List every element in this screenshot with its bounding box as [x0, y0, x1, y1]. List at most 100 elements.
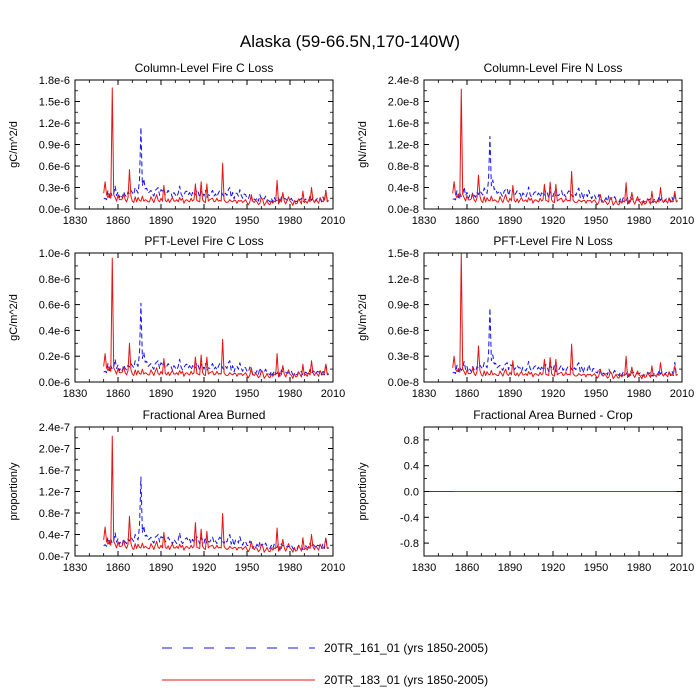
y-tick-label: 0.0e-8 — [388, 204, 419, 216]
series-line-161 — [103, 302, 330, 377]
y-tick-label: 0.4e-6 — [39, 325, 70, 337]
plot-frame — [423, 79, 683, 210]
x-tick-label: 1980 — [627, 388, 651, 400]
x-tick-label: 1950 — [235, 562, 259, 574]
y-tick-label: 1.0e-6 — [39, 248, 70, 260]
y-tick-label: 2.0e-8 — [388, 97, 419, 109]
chart-panel-4: PFT-Level Fire N Loss 1830 1860 1890 1920 195… — [357, 234, 694, 400]
plot-frame — [74, 79, 334, 210]
y-tick-label: 2.4e-7 — [39, 422, 70, 434]
x-tick-label: 1890 — [498, 562, 522, 574]
panel-title: Fractional Area Burned — [143, 408, 266, 422]
y-tick-label: 1.6e-8 — [388, 118, 419, 130]
y-tick-label: 1.6e-7 — [39, 465, 70, 477]
x-tick-label: 1950 — [584, 388, 608, 400]
panel-title: Column-Level Fire C Loss — [135, 61, 274, 75]
y-axis-label: gC/m^2/d — [8, 121, 20, 168]
x-tick-label: 1950 — [235, 388, 259, 400]
legend-label-183: 20TR_183_01 (yrs 1850-2005) — [324, 673, 488, 687]
x-tick-label: 2010 — [670, 562, 694, 574]
y-tick-label: 1.2e-8 — [388, 140, 419, 152]
x-tick-label: 2010 — [670, 388, 694, 400]
x-tick-label: 1890 — [149, 562, 173, 574]
plot-frame — [423, 252, 683, 383]
series-line-161 — [103, 126, 330, 204]
x-tick-label: 1920 — [192, 562, 216, 574]
y-tick-label: 0.8e-7 — [39, 508, 70, 520]
x-tick-label: 1830 — [63, 562, 87, 574]
x-tick-label: 1920 — [192, 388, 216, 400]
x-tick-label: 1830 — [412, 215, 436, 227]
y-tick-label: 0.6e-6 — [39, 300, 70, 312]
x-tick-label: 1860 — [455, 562, 479, 574]
x-tick-label: 1890 — [149, 388, 173, 400]
y-tick-label: 0.0 — [404, 487, 419, 499]
x-tick-label: 1980 — [627, 562, 651, 574]
panel-title: Column-Level Fire N Loss — [484, 61, 623, 75]
chart-panel-1: Column-Level Fire C Loss 1830 1860 1890 1920… — [8, 61, 345, 227]
chart-panel-2: Column-Level Fire N Loss 1830 1860 1890 1920… — [357, 61, 694, 227]
y-tick-label: 1.2e-8 — [388, 274, 419, 286]
y-tick-label: 0.4 — [404, 461, 419, 473]
x-tick-label: 1950 — [235, 215, 259, 227]
y-tick-label: 0.3e-8 — [388, 351, 419, 363]
y-tick-label: 0.2e-6 — [39, 351, 70, 363]
y-axis-label: proportion/y — [8, 462, 20, 521]
x-tick-label: 1920 — [192, 215, 216, 227]
y-tick-label: 0.8 — [404, 435, 419, 447]
y-tick-label: 0.0e-6 — [39, 377, 70, 389]
y-tick-label: 1.8e-6 — [39, 75, 70, 87]
y-tick-label: 0.6e-8 — [388, 325, 419, 337]
series-line-183 — [103, 435, 330, 553]
x-tick-label: 1860 — [106, 562, 130, 574]
y-axis-label: gN/m^2/d — [357, 121, 369, 168]
plot-frame — [74, 252, 334, 383]
plot-frame — [74, 426, 334, 557]
x-tick-label: 1890 — [498, 215, 522, 227]
legend-label-161: 20TR_161_01 (yrs 1850-2005) — [324, 641, 488, 655]
y-tick-label: 2.4e-8 — [388, 75, 419, 87]
legend: 20TR_161_01 (yrs 1850-2005) 20TR_183_01 … — [162, 641, 488, 687]
y-tick-label: 0.0e-8 — [388, 377, 419, 389]
x-tick-label: 1860 — [106, 388, 130, 400]
x-tick-label: 1950 — [584, 562, 608, 574]
x-tick-label: 1980 — [278, 562, 302, 574]
y-tick-label: 0.4e-8 — [388, 183, 419, 195]
y-tick-label: 1.2e-7 — [39, 487, 70, 499]
y-axis-label: proportion/y — [357, 462, 369, 521]
y-tick-label: 1.5e-8 — [388, 248, 419, 260]
y-tick-label: 0.8e-8 — [388, 161, 419, 173]
panel-title: Fractional Area Burned - Crop — [473, 408, 633, 422]
plot-frame — [423, 426, 683, 557]
chart-panel-6: Fractional Area Burned - Crop 1830 1860 189… — [357, 408, 694, 574]
panel-group: Column-Level Fire C Loss 1830 1860 1890 1920… — [8, 61, 694, 574]
chart-panel-5: Fractional Area Burned 1830 1860 1890 1920 19… — [8, 408, 345, 574]
x-tick-label: 1830 — [63, 215, 87, 227]
x-tick-label: 1980 — [627, 215, 651, 227]
y-tick-label: 2.0e-7 — [39, 444, 70, 456]
y-tick-label: -0.8 — [400, 538, 419, 550]
y-tick-label: 0.9e-6 — [39, 140, 70, 152]
x-tick-label: 1860 — [455, 388, 479, 400]
y-tick-label: 1.5e-6 — [39, 97, 70, 109]
series-line-183 — [452, 253, 679, 380]
panel-title: PFT-Level Fire N Loss — [493, 234, 612, 248]
series-line-183 — [103, 87, 330, 206]
series-line-161 — [452, 307, 679, 378]
series-line-161 — [452, 135, 678, 205]
y-tick-label: 0.8e-6 — [39, 274, 70, 286]
x-tick-label: 1980 — [278, 215, 302, 227]
x-tick-label: 1920 — [541, 388, 565, 400]
x-tick-label: 1890 — [498, 388, 522, 400]
x-tick-label: 1830 — [412, 562, 436, 574]
x-tick-label: 2010 — [321, 562, 345, 574]
x-tick-label: 1860 — [455, 215, 479, 227]
y-axis-label: gC/m^2/d — [8, 294, 20, 341]
x-tick-label: 1980 — [278, 388, 302, 400]
y-tick-label: -0.4 — [400, 512, 419, 524]
panel-title: PFT-Level Fire C Loss — [144, 234, 263, 248]
x-tick-label: 1830 — [412, 388, 436, 400]
x-tick-label: 2010 — [670, 215, 694, 227]
